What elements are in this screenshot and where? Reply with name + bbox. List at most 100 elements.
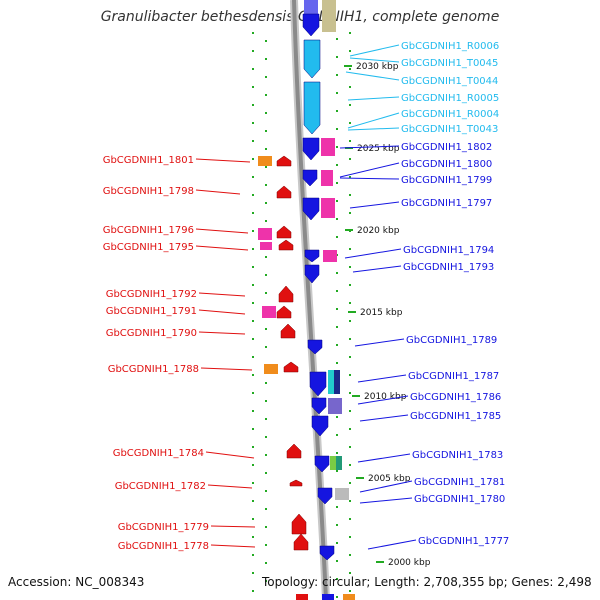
scale-tick-label: 2025 kbp	[357, 144, 400, 154]
ruler-dot	[336, 182, 338, 184]
ruler-dot	[265, 580, 267, 582]
ruler-dot	[336, 344, 338, 346]
ruler-dot	[265, 76, 267, 78]
label-leader-line	[198, 292, 246, 297]
ruler-dot	[336, 218, 338, 220]
gene-label: GbCGDNIH1_1778	[118, 541, 209, 552]
ruler-dot	[265, 166, 267, 168]
ruler-dot	[265, 418, 267, 420]
ruler-dot	[252, 464, 254, 466]
ruler-dot	[252, 248, 254, 250]
gene-feature	[311, 397, 327, 415]
gene-label: GbCGDNIH1_1796	[103, 225, 194, 236]
gene-label: GbCGDNIH1_1795	[103, 242, 194, 253]
ruler-dot	[349, 50, 351, 52]
ruler-dot	[252, 194, 254, 196]
ruler-dot	[336, 200, 338, 202]
ruler-dot	[336, 326, 338, 328]
ruler-dot	[349, 554, 351, 556]
ruler-dot	[349, 176, 351, 178]
domain-feature	[330, 456, 336, 470]
ruler-dot	[349, 464, 351, 466]
ruler-right-inner	[336, 38, 338, 598]
ruler-dot	[336, 542, 338, 544]
ruler-dot	[265, 130, 267, 132]
ruler-dot	[265, 202, 267, 204]
domain-feature	[334, 370, 340, 394]
ruler-dot	[349, 194, 351, 196]
label-leader-line	[198, 331, 246, 335]
label-leader-line	[367, 539, 417, 550]
scale-tick-label: 2000 kbp	[388, 558, 431, 568]
label-leader-line	[200, 367, 253, 371]
ruler-dot	[265, 148, 267, 150]
ruler-dot	[252, 32, 254, 34]
gene-feature	[302, 137, 320, 161]
ruler-dot	[336, 470, 338, 472]
domain-feature	[328, 398, 342, 414]
scale-tick-label: 2010 kbp	[364, 392, 407, 402]
ruler-dot	[252, 374, 254, 376]
gene-feature	[286, 443, 302, 459]
ruler-dot	[349, 518, 351, 520]
gene-label: GbCGDNIH1_R0005	[401, 93, 499, 104]
gene-label: GbCGDNIH1_T0045	[401, 58, 498, 69]
gene-label: GbCGDNIH1_1800	[401, 159, 492, 170]
gene-feature	[302, 169, 318, 187]
label-leader-line	[349, 201, 400, 209]
gene-label: GbCGDNIH1_1789	[406, 335, 497, 346]
gene-feature	[307, 339, 323, 355]
ruler-dot	[265, 112, 267, 114]
gene-feature	[291, 513, 307, 535]
label-leader-line	[195, 189, 241, 195]
label-leader-line	[352, 265, 402, 273]
ruler-dot	[265, 490, 267, 492]
gene-label: GbCGDNIH1_R0006	[401, 41, 499, 52]
ruler-dot	[252, 302, 254, 304]
ruler-dot	[252, 212, 254, 214]
ruler-dot	[252, 572, 254, 574]
ruler-dot	[265, 508, 267, 510]
gene-feature	[302, 197, 320, 221]
genome-title: Granulibacter bethesdensis CGDNIH1, comp…	[100, 9, 500, 25]
ruler-dot	[336, 92, 338, 94]
ruler-dot	[265, 58, 267, 60]
domain-feature	[323, 250, 337, 262]
label-leader-line	[195, 158, 251, 163]
gene-label: GbCGDNIH1_R0004	[401, 109, 499, 120]
ruler-dot	[336, 452, 338, 454]
ruler-dot	[336, 272, 338, 274]
ruler-dot	[265, 454, 267, 456]
ruler-dot	[265, 544, 267, 546]
ruler-dot	[349, 590, 351, 592]
label-leader-line	[339, 145, 400, 149]
gene-feature	[319, 545, 335, 561]
ruler-dot	[265, 472, 267, 474]
gene-label: GbCGDNIH1_1785	[410, 411, 501, 422]
ruler-dot	[336, 110, 338, 112]
ruler-dot	[252, 356, 254, 358]
ruler-dot	[252, 518, 254, 520]
ruler-dot	[252, 428, 254, 430]
gene-feature	[278, 285, 294, 303]
ruler-dot	[265, 562, 267, 564]
label-leader-line	[349, 57, 400, 63]
gene-feature	[322, 594, 334, 600]
genome-summary-text: Topology: circular; Length: 2,708,355 bp…	[262, 575, 592, 589]
label-leader-line	[195, 228, 249, 234]
label-leader-line	[359, 480, 413, 493]
label-leader-line	[207, 484, 253, 489]
scale-tick-label: 2005 kbp	[368, 474, 411, 484]
gene-feature	[296, 594, 308, 600]
gene-label: GbCGDNIH1_1788	[108, 364, 199, 375]
ruler-left-outer	[252, 32, 254, 592]
ruler-dot	[336, 38, 338, 40]
gene-label: GbCGDNIH1_1780	[414, 494, 505, 505]
ruler-dot	[336, 578, 338, 580]
label-leader-line	[359, 414, 409, 422]
ruler-dot	[349, 392, 351, 394]
ruler-dot	[349, 302, 351, 304]
domain-feature	[343, 594, 355, 600]
ruler-dot	[252, 392, 254, 394]
